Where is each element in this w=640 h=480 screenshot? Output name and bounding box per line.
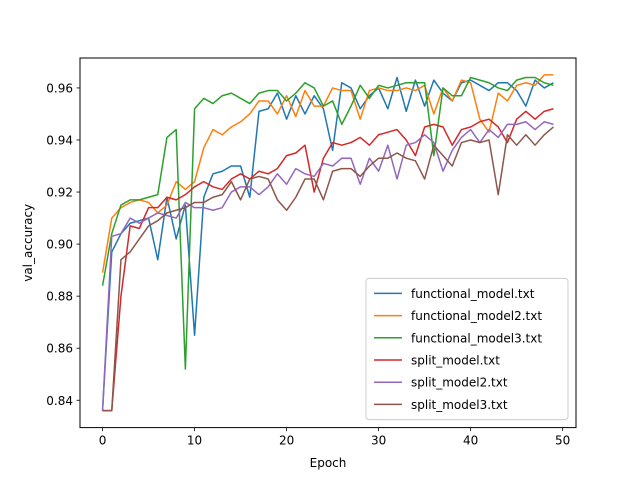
series-line-6 xyxy=(102,126,554,412)
plot-area xyxy=(101,74,554,412)
legend-entry-4: split_model.txt xyxy=(411,354,500,368)
series-line-4 xyxy=(102,108,554,412)
series-line-5 xyxy=(101,121,554,411)
x-axis-label: Epoch xyxy=(310,456,347,470)
y-tick-label: 0.96 xyxy=(46,81,73,95)
legend-box xyxy=(365,277,569,421)
y-tick-label: 0.94 xyxy=(46,133,73,147)
legend-entry-1: functional_model.txt xyxy=(411,287,535,301)
axis-ticks: 0 10 20 30 40 50 0.84 0.86 0.88 0.90 0.92 0.94 0.96 xyxy=(46,81,570,447)
y-tick-label: 0.92 xyxy=(46,186,73,200)
y-tick-label: 0.84 xyxy=(46,394,73,408)
legend: functional_model.txt functional_model2.tx… xyxy=(365,277,569,421)
series-line-3 xyxy=(101,76,554,370)
x-tick-label: 0 xyxy=(99,434,107,448)
x-tick-label: 30 xyxy=(371,434,386,448)
x-tick-label: 40 xyxy=(463,434,478,448)
y-tick-label: 0.86 xyxy=(46,342,73,356)
y-tick-label: 0.88 xyxy=(46,290,73,304)
axes-frame xyxy=(79,57,577,429)
legend-entry-3: functional_model3.txt xyxy=(411,331,542,345)
legend-entry-2: functional_model2.txt xyxy=(411,309,542,323)
x-tick-label: 20 xyxy=(279,434,294,448)
y-tick-label: 0.90 xyxy=(46,238,73,252)
series-line-1 xyxy=(101,76,554,411)
legend-entry-6: split_model3.txt xyxy=(411,398,508,412)
legend-entry-5: split_model2.txt xyxy=(411,376,508,390)
y-axis-label: val_accuracy xyxy=(21,204,35,282)
x-tick-label: 10 xyxy=(187,434,202,448)
x-tick-label: 50 xyxy=(555,434,570,448)
